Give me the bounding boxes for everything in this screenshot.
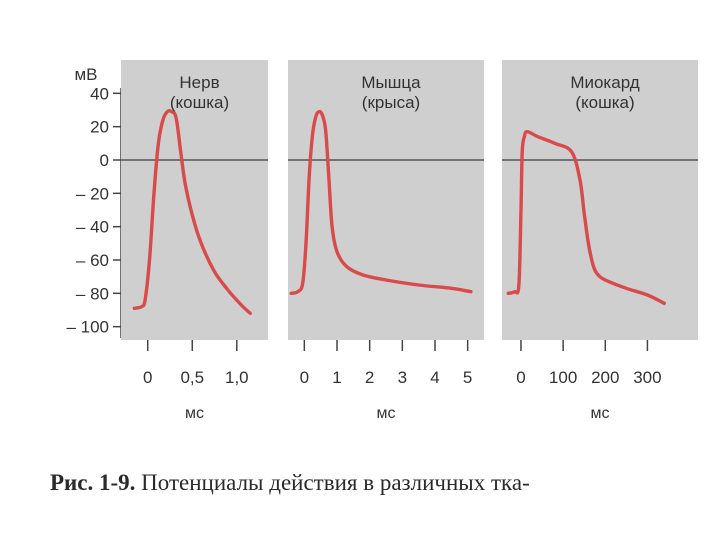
x-tick-label: 0: [143, 368, 152, 387]
caption-text: Потенциалы действия в различных тка-: [141, 470, 530, 495]
panel-title: Мышца: [361, 73, 421, 92]
x-axis-label: мс: [377, 405, 396, 422]
panel-subtitle: (крыса): [362, 93, 420, 112]
action-potential-curve: [132, 109, 252, 315]
y-tick-label: 20: [90, 118, 109, 137]
x-axis-label: мс: [185, 405, 204, 422]
y-tick-label: 0: [100, 151, 109, 170]
x-tick-label: 2: [365, 368, 374, 387]
x-tick-label: 3: [398, 368, 407, 387]
y-tick-label: 40: [90, 84, 109, 103]
y-tick-label: – 20: [76, 184, 109, 203]
y-tick-label: – 100: [66, 318, 109, 337]
x-tick-label: 300: [633, 368, 661, 387]
x-tick-label: 1,0: [225, 368, 249, 387]
action-potential-curve: [506, 130, 666, 305]
y-tick-label: – 80: [76, 284, 109, 303]
chart-panel-3: Миокард(кошка) 0 100 200 300 мс: [502, 60, 698, 422]
x-tick-label: 0: [516, 368, 525, 387]
x-tick-label: 100: [549, 368, 577, 387]
panel-title: Миокард: [570, 73, 639, 92]
chart-panel-2: Мышца(крыса) 0 1 2 3 4 5 мс: [288, 60, 484, 422]
shared-y-axis: мВ 40 20 0 – 20 – 40 – 60 – 80 – 100: [66, 65, 122, 338]
x-tick-label: 4: [430, 368, 439, 387]
panel-subtitle: (кошка): [170, 93, 229, 112]
y-tick-label: – 40: [76, 218, 109, 237]
x-tick-label: 0: [300, 368, 309, 387]
panel-title: Нерв: [179, 73, 219, 92]
x-tick-label: 0,5: [180, 368, 204, 387]
caption-figure-number: Рис. 1-9.: [50, 470, 136, 495]
figure-caption: Рис. 1-9. Потенциалы действия в различны…: [50, 470, 530, 496]
action-potential-curve: [289, 109, 473, 295]
x-axis-label: мс: [591, 405, 610, 422]
x-tick-label: 1: [332, 368, 341, 387]
plot-background: [502, 60, 698, 340]
chart-panel-1: Нерв(кошка) 0 0,5 1,0 мс: [121, 60, 268, 422]
panel-subtitle: (кошка): [575, 93, 634, 112]
y-axis-unit-label: мВ: [74, 65, 97, 84]
x-tick-label: 5: [463, 368, 472, 387]
plot-background: [288, 60, 484, 340]
x-tick-label: 200: [591, 368, 619, 387]
y-tick-label: – 60: [76, 251, 109, 270]
